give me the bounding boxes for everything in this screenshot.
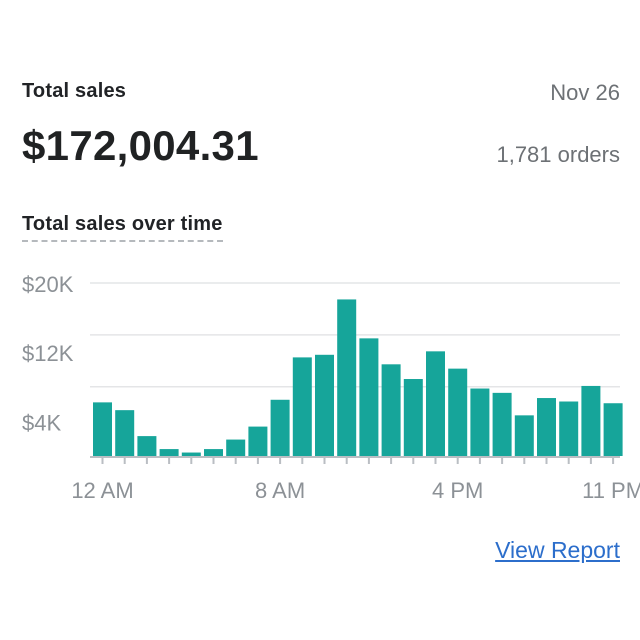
y-tick-label: $20K [22, 272, 74, 297]
bar-hour-1[interactable] [115, 410, 135, 456]
bar-hour-9[interactable] [292, 357, 312, 456]
bar-hour-13[interactable] [381, 364, 401, 456]
bar-hour-5[interactable] [204, 449, 223, 456]
bar-hour-16[interactable] [448, 368, 468, 456]
chart-x-axis [90, 456, 620, 464]
bar-hour-3[interactable] [159, 449, 179, 456]
view-report-link[interactable]: View Report [495, 537, 620, 563]
y-tick-label: $12K [22, 341, 74, 366]
total-sales-label: Total sales [22, 80, 127, 102]
x-tick-label: 4 PM [432, 478, 483, 503]
bar-hour-15[interactable] [426, 351, 445, 456]
bar-hour-6[interactable] [226, 439, 246, 456]
bar-hour-4[interactable] [181, 452, 201, 456]
bar-hour-21[interactable] [559, 401, 579, 456]
bar-hour-18[interactable] [492, 392, 512, 456]
bar-hour-17[interactable] [470, 388, 490, 456]
x-tick-label: 8 AM [255, 478, 305, 503]
bar-hour-7[interactable] [248, 426, 268, 456]
bar-hour-8[interactable] [270, 399, 290, 456]
bar-hour-0[interactable] [93, 402, 112, 456]
bar-hour-12[interactable] [359, 338, 379, 456]
x-tick-label: 11 PM [582, 478, 640, 503]
bar-hour-2[interactable] [137, 436, 157, 456]
chart-labels: $20K $12K $4K 12 AM 8 AM 4 PM 11 PM [22, 272, 640, 503]
bar-hour-20[interactable] [537, 398, 556, 456]
date-label: Nov 26 [550, 80, 620, 105]
chart-bars [93, 299, 623, 456]
total-sales-amount: $172,004.31 [22, 122, 259, 169]
y-tick-label: $4K [22, 410, 61, 435]
bar-hour-11[interactable] [337, 299, 357, 456]
chart-title[interactable]: Total sales over time [22, 213, 223, 242]
bar-hour-10[interactable] [315, 354, 334, 456]
bar-hour-23[interactable] [603, 403, 623, 456]
orders-count: 1,781 orders [496, 142, 620, 167]
bar-hour-14[interactable] [403, 379, 423, 456]
bar-hour-22[interactable] [581, 385, 601, 456]
bar-hour-19[interactable] [514, 415, 534, 456]
x-tick-label: 12 AM [71, 478, 133, 503]
